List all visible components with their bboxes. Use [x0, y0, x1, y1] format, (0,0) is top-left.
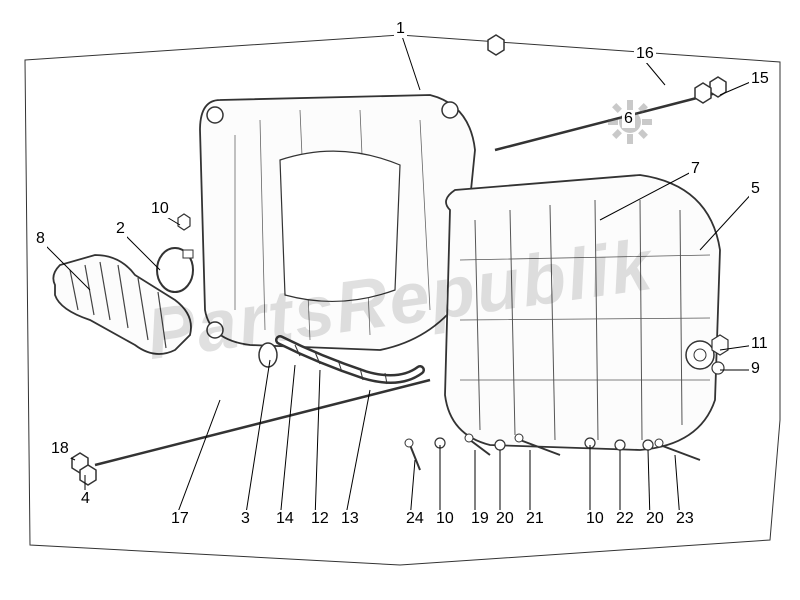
callout-21: 21: [524, 510, 546, 528]
callout-7: 7: [689, 160, 702, 178]
diagram-container: 1234567891010101112131415161718192020212…: [0, 0, 800, 600]
callout-19: 19: [469, 510, 491, 528]
callout-1: 1: [394, 20, 407, 38]
callout-12: 12: [309, 510, 331, 528]
callout-22: 22: [614, 510, 636, 528]
callout-20: 20: [494, 510, 516, 528]
callout-10: 10: [434, 510, 456, 528]
callout-14: 14: [274, 510, 296, 528]
callout-16: 16: [634, 45, 656, 63]
callout-17: 17: [169, 510, 191, 528]
callout-20: 20: [644, 510, 666, 528]
callout-23: 23: [674, 510, 696, 528]
callout-18: 18: [49, 440, 71, 458]
callout-13: 13: [339, 510, 361, 528]
callout-3: 3: [239, 510, 252, 528]
callout-11: 11: [749, 335, 770, 353]
callout-15: 15: [749, 70, 771, 88]
callout-9: 9: [749, 360, 762, 378]
callout-8: 8: [34, 230, 47, 248]
callout-10: 10: [149, 200, 171, 218]
callout-4: 4: [79, 490, 92, 508]
callout-24: 24: [404, 510, 426, 528]
callout-10: 10: [584, 510, 606, 528]
callout-2: 2: [114, 220, 127, 238]
callout-5: 5: [749, 180, 762, 198]
callout-6: 6: [622, 110, 635, 128]
